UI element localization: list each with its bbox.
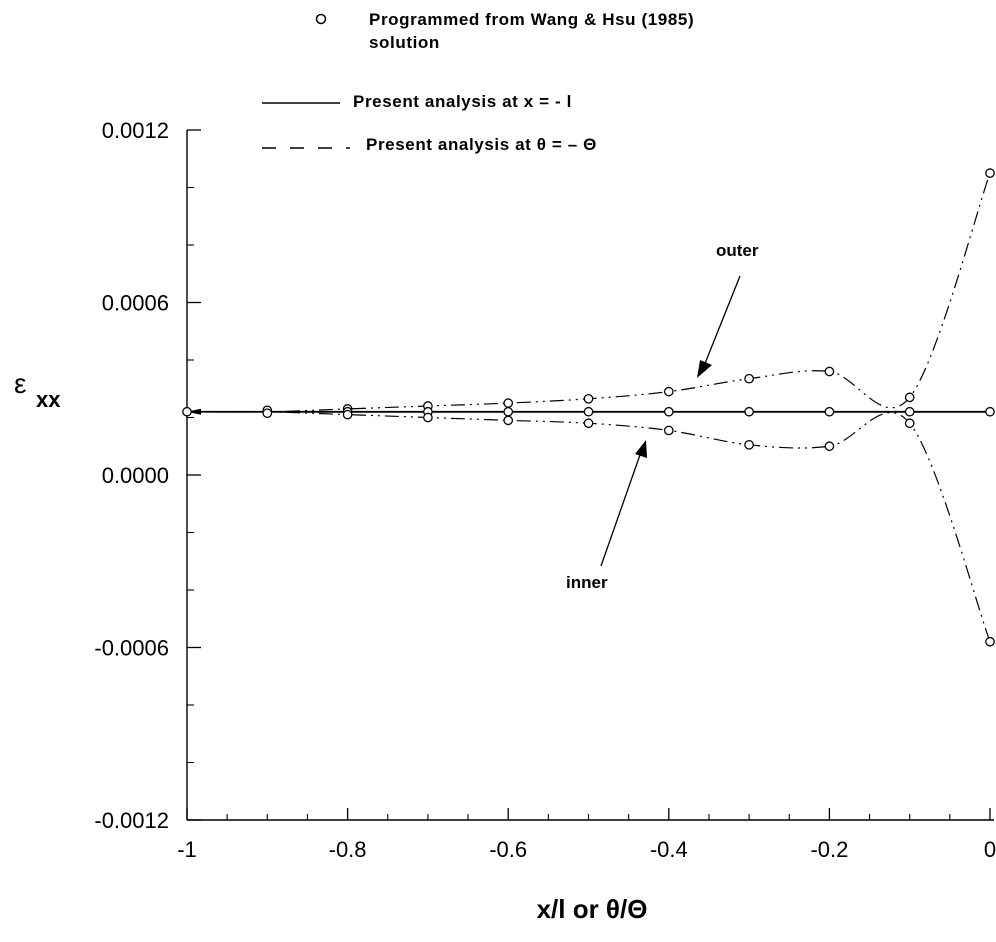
- data-marker: [584, 419, 592, 427]
- data-marker: [183, 408, 191, 416]
- data-marker: [504, 408, 512, 416]
- data-marker: [986, 638, 994, 646]
- arrow-outer-line: [704, 276, 740, 366]
- data-marker: [665, 426, 673, 434]
- y-axis-label: ε: [14, 368, 26, 399]
- annotation-inner: inner: [566, 573, 608, 592]
- arrow-inner-head-icon: [635, 440, 647, 458]
- data-marker: [504, 416, 512, 424]
- y-tick-label: -0.0006: [94, 636, 169, 661]
- data-marker: [745, 408, 753, 416]
- annotations: outer inner: [566, 241, 759, 592]
- legend-solid-label: Present analysis at x = - l: [353, 92, 572, 111]
- data-marker: [986, 169, 994, 177]
- data-marker: [343, 410, 351, 418]
- data-marker: [745, 374, 753, 382]
- data-marker: [263, 409, 271, 417]
- data-marker: [424, 413, 432, 421]
- data-marker: [584, 395, 592, 403]
- x-tick-label: -0.6: [489, 837, 527, 862]
- data-marker: [504, 399, 512, 407]
- series-line-1: [187, 173, 990, 412]
- x-tick-label: -0.4: [650, 837, 688, 862]
- y-ticks: -0.0012 -0.0006 0.0000 0.0006 0.0012: [94, 118, 201, 833]
- series-line-2: [187, 412, 990, 642]
- data-marker: [584, 408, 592, 416]
- data-marker: [665, 408, 673, 416]
- x-ticks: -1 -0.8 -0.6 -0.4 -0.2 0: [177, 808, 996, 862]
- legend-marker-label: Programmed from Wang & Hsu (1985): [369, 10, 694, 29]
- data-marker: [906, 419, 914, 427]
- legend: Programmed from Wang & Hsu (1985) soluti…: [262, 10, 694, 154]
- arrow-outer-head-icon: [697, 360, 712, 378]
- x-axis-label: x/l or θ/Θ: [537, 894, 648, 924]
- x-tick-label: -0.2: [810, 837, 848, 862]
- y-axis-label-subscript: xx: [36, 387, 61, 412]
- data-marker: [825, 442, 833, 450]
- legend-dashed-label: Present analysis at θ = – Θ: [366, 135, 597, 154]
- y-tick-label: 0.0006: [102, 291, 169, 316]
- data-marker: [906, 393, 914, 401]
- y-tick-label: -0.0012: [94, 808, 169, 833]
- legend-marker-label-2: solution: [369, 33, 440, 52]
- x-tick-label: -1: [177, 837, 197, 862]
- y-tick-label: 0.0012: [102, 118, 169, 143]
- data-marker: [665, 387, 673, 395]
- data-marker: [745, 441, 753, 449]
- data-marker: [825, 367, 833, 375]
- data-marker: [906, 408, 914, 416]
- x-axis-title: x/l or θ/Θ: [537, 894, 648, 924]
- x-tick-label: -0.8: [329, 837, 367, 862]
- legend-marker-icon: [317, 15, 326, 24]
- arrow-inner-line: [601, 452, 641, 566]
- annotation-outer: outer: [716, 241, 759, 260]
- x-tick-label: 0: [984, 837, 996, 862]
- y-tick-label: 0.0000: [102, 463, 169, 488]
- data-marker: [825, 408, 833, 416]
- y-axis-title: ε xx: [14, 368, 61, 412]
- data-marker: [986, 408, 994, 416]
- axes: -1 -0.8 -0.6 -0.4 -0.2 0 -0.0012 -0.0006 0.0000…: [94, 118, 996, 862]
